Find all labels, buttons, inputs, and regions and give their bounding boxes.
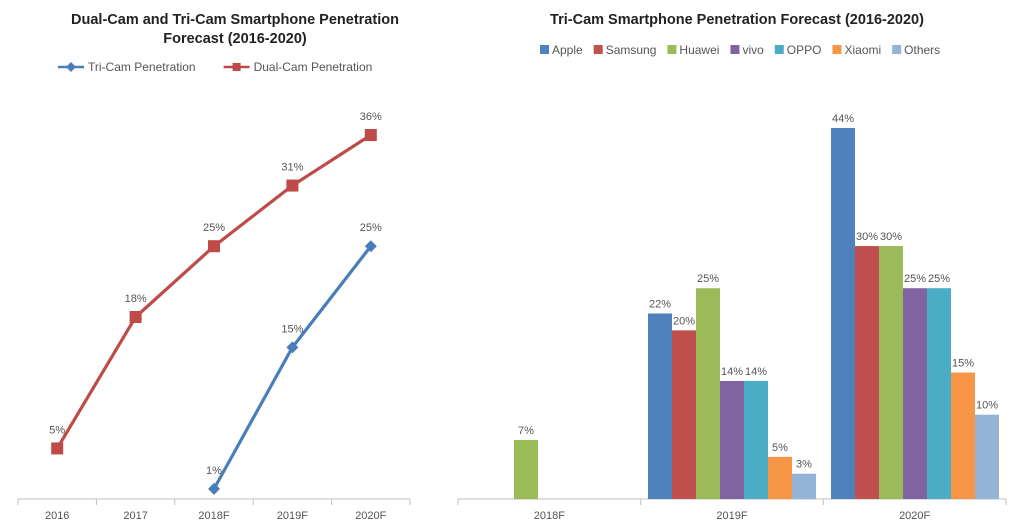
legend-swatch-others: [892, 45, 902, 54]
data-label-samsung-2020f: 30%: [856, 231, 878, 243]
legend-item-others: Others: [892, 43, 940, 57]
data-label-vivo-2019f: 14%: [721, 366, 743, 378]
bar-huawei-2019f: [696, 288, 720, 499]
point-tri-cam-penetration-2020f: [364, 240, 377, 253]
legend-label-apple: Apple: [552, 43, 583, 57]
legend-item-apple: Apple: [540, 43, 583, 57]
series-line-dual-cam-penetration: [55, 133, 372, 450]
bar-samsung-2019f: [672, 330, 696, 499]
legend-label-others: Others: [904, 43, 940, 57]
legend-swatch-apple: [540, 45, 549, 54]
dual-tri-cam-line-chart: Dual-Cam and Tri-Cam Smartphone Penetrat…: [0, 0, 470, 531]
legend-item-xiaomi: Xiaomi: [832, 43, 881, 57]
legend-item-huawei: Huawei: [667, 43, 719, 57]
bar-huawei-2018f: [514, 439, 538, 499]
legend-swatch-huawei: [667, 45, 677, 54]
bar-vivo-2020f: [903, 288, 927, 499]
bar-vivo-2019f: [720, 380, 744, 499]
x-tick-label-2018f: 2018F: [534, 510, 565, 522]
legend-swatch-oppo: [774, 45, 784, 54]
line-chart-title: Dual-Cam and Tri-Cam Smartphone Penetrat…: [0, 11, 470, 49]
data-label-huawei-2019f: 25%: [697, 273, 719, 285]
data-label-dual-cam-penetration-2016: 5%: [49, 424, 65, 436]
data-label-oppo-2019f: 14%: [745, 366, 767, 378]
data-label-apple-2019f: 22%: [649, 299, 671, 311]
legend-item-tri-cam-penetration: Tri-Cam Penetration: [58, 60, 196, 74]
point-dual-cam-penetration-2020f: [364, 129, 377, 141]
data-label-vivo-2020f: 25%: [904, 273, 926, 285]
data-label-dual-cam-penetration-2020f: 36%: [360, 111, 382, 123]
legend-item-dual-cam-penetration: Dual-Cam Penetration: [223, 60, 373, 74]
data-label-dual-cam-penetration-2019f: 31%: [281, 162, 303, 174]
bar-others-2019f: [792, 473, 816, 499]
data-label-tri-cam-penetration-2019f: 15%: [281, 323, 303, 335]
x-tick-label-2020f: 2020F: [355, 510, 386, 522]
legend-swatch-vivo: [730, 45, 740, 54]
data-label-dual-cam-penetration-2017: 18%: [125, 293, 147, 305]
point-tri-cam-penetration-2019f: [286, 341, 299, 354]
legend-label-tri-cam-penetration: Tri-Cam Penetration: [88, 60, 196, 74]
x-tick-label-2018f: 2018F: [198, 510, 229, 522]
data-label-others-2019f: 3%: [796, 459, 812, 471]
bar-xiaomi-2020f: [951, 372, 975, 499]
legend-label-dual-cam-penetration: Dual-Cam Penetration: [254, 60, 373, 74]
bar-apple-2019f: [648, 313, 672, 499]
legend-swatch-samsung: [593, 45, 603, 54]
tri-cam-brand-bar-chart: Tri-Cam Smartphone Penetration Forecast …: [450, 0, 1024, 531]
line-chart-plot: Tri-Cam Penetration Dual-Cam Penetration 2…: [17, 60, 411, 522]
bar-huawei-2020f: [879, 246, 903, 499]
bar-samsung-2020f: [855, 246, 879, 499]
bar-oppo-2019f: [744, 380, 768, 499]
bar-xiaomi-2019f: [768, 456, 792, 499]
legend-marker-dual-cam-penetration: [232, 63, 241, 71]
bar-oppo-2020f: [927, 288, 951, 499]
legend-label-samsung: Samsung: [606, 43, 657, 57]
bar-others-2020f: [975, 414, 999, 499]
line-chart-title-line1: Dual-Cam and Tri-Cam Smartphone Penetrat…: [71, 12, 399, 28]
legend-swatch-xiaomi: [832, 45, 842, 54]
legend-label-huawei: Huawei: [679, 43, 719, 57]
data-label-others-2020f: 10%: [976, 400, 998, 412]
x-tick-label-2020f: 2020F: [899, 510, 930, 522]
series-line-tri-cam-penetration: [212, 245, 373, 490]
point-tri-cam-penetration-2018f: [208, 482, 220, 495]
legend-label-oppo: OPPO: [787, 43, 822, 57]
legend-label-xiaomi: Xiaomi: [844, 43, 881, 57]
point-dual-cam-penetration-2018f: [208, 240, 220, 253]
data-label-xiaomi-2019f: 5%: [772, 442, 788, 454]
data-label-tri-cam-penetration-2020f: 25%: [360, 222, 382, 234]
data-label-huawei-2020f: 30%: [880, 231, 902, 243]
legend-item-vivo: vivo: [730, 43, 764, 57]
data-label-huawei-2018f: 7%: [518, 425, 534, 437]
data-label-tri-cam-penetration-2018f: 1%: [206, 465, 222, 477]
x-tick-label-2017: 2017: [123, 510, 147, 522]
x-tick-label-2019f: 2019F: [277, 510, 308, 522]
data-label-apple-2020f: 44%: [832, 113, 854, 125]
legend-item-oppo: OPPO: [774, 43, 822, 57]
bar-chart-plot: Apple Samsung Huawei vivo OPPO Xiaomi Others 20…: [457, 43, 1007, 522]
bar-chart-title: Tri-Cam Smartphone Penetration Forecast …: [550, 12, 924, 28]
point-dual-cam-penetration-2016: [51, 442, 64, 455]
point-dual-cam-penetration-2019f: [286, 179, 299, 192]
x-tick-label-2019f: 2019F: [716, 510, 747, 522]
data-label-samsung-2019f: 20%: [673, 315, 695, 327]
bar-apple-2020f: [831, 128, 855, 499]
point-dual-cam-penetration-2017: [129, 311, 142, 323]
legend-label-vivo: vivo: [742, 43, 764, 57]
line-chart-title-line2: Forecast (2016-2020): [163, 31, 307, 47]
legend-item-samsung: Samsung: [593, 43, 657, 57]
data-label-xiaomi-2020f: 15%: [952, 358, 974, 370]
data-label-oppo-2020f: 25%: [928, 273, 950, 285]
x-tick-label-2016: 2016: [45, 510, 69, 522]
legend-marker-tri-cam-penetration: [66, 62, 76, 72]
data-label-dual-cam-penetration-2018f: 25%: [203, 222, 225, 234]
